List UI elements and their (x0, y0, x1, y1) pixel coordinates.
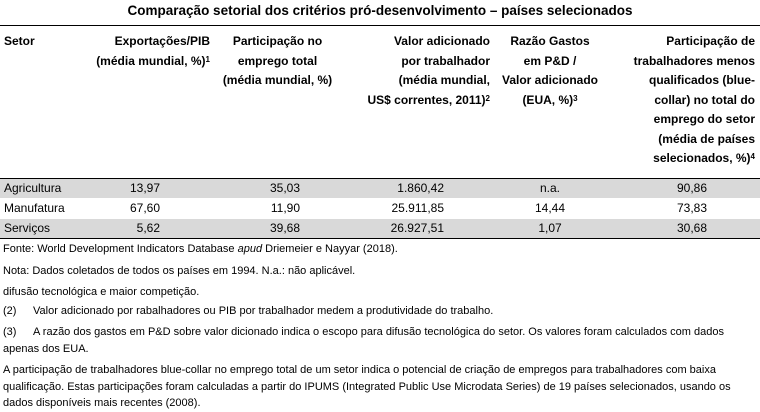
cell-rd: 14,44 (534, 201, 566, 215)
table-title: Comparação setorial dos critérios pró-de… (127, 3, 633, 18)
general-note: Nota: Dados coletados de todos os países… (3, 265, 356, 277)
footnote-3: (3) A razão dos gastos em P&D sobre valor… (3, 326, 724, 355)
cell-value-added: 25.911,85 (391, 201, 445, 215)
top-rule (0, 25, 760, 26)
source-note: Fonte: World Development Indicators Data… (3, 243, 398, 255)
table-row-shade (0, 179, 760, 198)
cell-employment: 39,68 (269, 221, 300, 235)
header-rule (0, 178, 760, 179)
header-rd: Razão Gastos em P&D / Valor adicionado (… (501, 34, 599, 107)
header-employment: Participação no emprego total (média mun… (222, 34, 333, 87)
footnote-2: (2) Valor adicionado por rabalhadores ou … (3, 305, 494, 317)
footnote-4: A participação de trabalhadores blue-col… (3, 364, 731, 409)
cell-value-added: 1.860,42 (397, 181, 444, 195)
cell-bluecollar: 30,68 (676, 221, 707, 235)
cell-employment: 11,90 (270, 201, 300, 215)
cell-exports: 13,97 (129, 181, 160, 195)
cell-sector: Serviços (4, 221, 51, 235)
cell-employment: 35,03 (269, 181, 300, 195)
cell-rd: n.a. (539, 181, 560, 195)
header-sector: Setor (4, 34, 35, 48)
table-row-shade (0, 219, 760, 238)
cell-value-added: 26.927,51 (390, 221, 444, 235)
cell-exports: 5,62 (136, 221, 160, 235)
header-value-added: Valor adicionado por trabalhador (média … (367, 34, 490, 107)
cell-bluecollar: 90,86 (676, 181, 707, 195)
cell-sector: Agricultura (4, 181, 62, 195)
cell-sector: Manufatura (4, 201, 65, 215)
footnote-1: difusão tecnológica e maior competição. (3, 286, 200, 298)
cell-exports: 67,60 (129, 201, 160, 215)
cell-rd: 1,07 (538, 221, 562, 235)
header-exports: Exportações/PIB (média mundial, %)1 (96, 34, 210, 68)
header-bluecollar: Participação de trabalhadores menos qual… (633, 34, 755, 165)
bottom-rule (0, 238, 760, 239)
cell-bluecollar: 73,83 (676, 201, 707, 215)
